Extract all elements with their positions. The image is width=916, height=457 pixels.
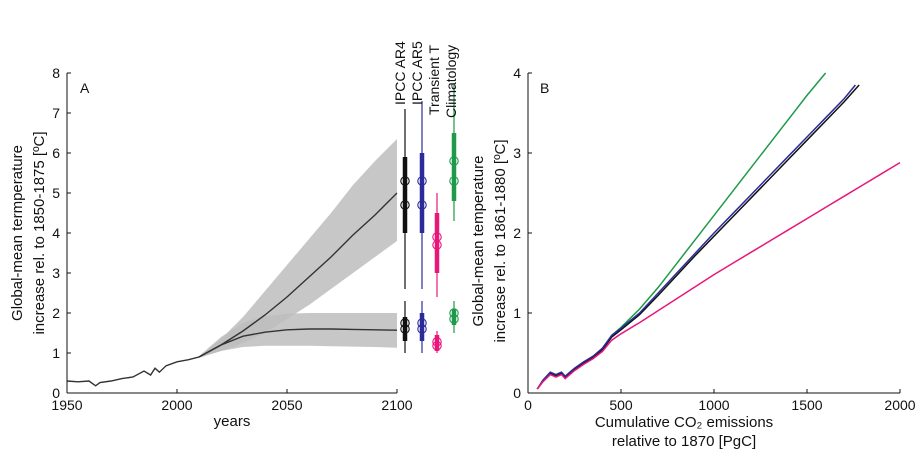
panel-b-y-tick-label: 0 xyxy=(513,385,521,401)
panel-b-x-tick-label: 1500 xyxy=(791,397,822,413)
panel-a-lines xyxy=(66,192,398,387)
panel-a-y-tick-label: 1 xyxy=(52,345,60,361)
panel-a-x-tick-label: 2100 xyxy=(381,397,412,413)
panel-a-x-tick-label: 2050 xyxy=(271,397,302,413)
low-range-ipcc-ar4-marker xyxy=(400,318,410,328)
climatology-line xyxy=(536,72,827,390)
temperature-line-2 xyxy=(198,328,398,358)
low-range-ipcc-ar5-marker xyxy=(417,324,427,334)
range-label-transient-t: Transient T xyxy=(426,45,442,115)
panel-a-x-tick-label: 2000 xyxy=(161,397,192,413)
high-range-ipcc-ar4-marker xyxy=(400,176,410,186)
low-range-ipcc-ar4-marker xyxy=(400,324,410,334)
panel-b: 0 500 1000 1500 2000 0 1 2 3 4 B Cumulative CO₂ e… xyxy=(470,65,916,450)
panel-a: 1950 2000 2050 2100 0 1 2 3 4 5 6 7 8 A years Global… xyxy=(9,41,459,430)
panel-a-x-tick-label: 1950 xyxy=(51,397,82,413)
panel-b-y-tick-label: 4 xyxy=(513,65,521,81)
panel-a-y-tick-label: 3 xyxy=(52,265,60,281)
high-range-climatology-marker xyxy=(449,176,459,186)
panel-a-y-label-line-2: increase rel. to 1850-1875 [ºC] xyxy=(31,131,48,334)
range-label-ipcc-ar5: IPCC AR5 xyxy=(409,41,425,105)
range-label-climatology: Climatology xyxy=(443,45,459,118)
panel-b-x-tick-label: 2000 xyxy=(884,397,915,413)
panel-a-y-tick-label: 2 xyxy=(52,305,60,321)
range-label-ipcc-ar4: IPCC AR4 xyxy=(392,41,408,105)
panel-a-y-label-line-1: Global-mean termperature xyxy=(9,145,26,321)
panel-b-y-tick-label: 3 xyxy=(513,145,521,161)
panel-a-y-tick-label: 4 xyxy=(52,225,60,241)
panel-a-y-tick-label: 6 xyxy=(52,145,60,161)
panel-b-ticks: 0 500 1000 1500 2000 0 1 2 3 4 xyxy=(513,65,916,413)
low-range-climatology-marker xyxy=(449,308,459,318)
high-range-transient-t-marker xyxy=(432,240,442,250)
panel-b-x-axis-label: Cumulative CO₂ emissions relative to 187… xyxy=(595,414,773,450)
high-range-ipcc-ar4-marker xyxy=(400,200,410,210)
panel-b-y-tick-label: 2 xyxy=(513,225,521,241)
transient-t-line xyxy=(536,161,901,390)
panel-a-uncertainty-bands xyxy=(67,139,397,386)
ipcc-ar5-line xyxy=(536,84,856,390)
high-range-climatology-marker xyxy=(449,156,459,166)
panel-a-y-axis-label: Global-mean termperature increase rel. t… xyxy=(9,131,48,334)
low-range-transient-t-marker xyxy=(432,341,442,351)
panel-a-range-bars xyxy=(400,85,459,353)
panel-b-y-tick-label: 1 xyxy=(513,305,521,321)
panel-b-x-label-line-1: Cumulative CO₂ emissions xyxy=(595,414,773,431)
panel-b-x-tick-label: 500 xyxy=(609,397,633,413)
panel-b-x-label-line-2: relative to 1870 [PgC] xyxy=(612,433,756,450)
panel-b-y-label-line-1: Global-mean temperature xyxy=(470,156,487,327)
panel-a-ticks: 1950 2000 2050 2100 0 1 2 3 4 5 6 7 8 xyxy=(51,65,412,413)
panel-a-y-tick-label: 0 xyxy=(52,385,60,401)
panel-a-y-tick-label: 5 xyxy=(52,185,60,201)
panel-b-label: B xyxy=(540,80,549,96)
low-range-climatology-marker xyxy=(449,314,459,324)
panel-b-y-axis-label: Global-mean temperature increase rel. to… xyxy=(470,139,509,342)
panel-b-x-tick-label: 1000 xyxy=(698,397,729,413)
high-range-ipcc-ar5-marker xyxy=(417,176,427,186)
high-range-ipcc-ar5-marker xyxy=(417,200,427,210)
panel-a-range-labels: IPCC AR4 IPCC AR5 Transient T Climatolog… xyxy=(392,41,459,118)
panel-b-y-label-line-2: increase rel. to 1861-1880 [ºC] xyxy=(492,139,509,342)
uncertainty-band-2 xyxy=(199,313,397,358)
panel-b-lines xyxy=(536,72,901,390)
temperature-line-1 xyxy=(66,192,398,387)
panel-a-x-axis-label: years xyxy=(214,413,251,430)
panel-a-y-tick-label: 7 xyxy=(52,105,60,121)
low-range-ipcc-ar5-marker xyxy=(417,318,427,328)
panel-a-label: A xyxy=(80,80,90,96)
panel-a-y-tick-label: 8 xyxy=(52,65,60,81)
panel-b-x-tick-label: 0 xyxy=(524,397,532,413)
low-range-transient-t-marker xyxy=(432,337,442,347)
